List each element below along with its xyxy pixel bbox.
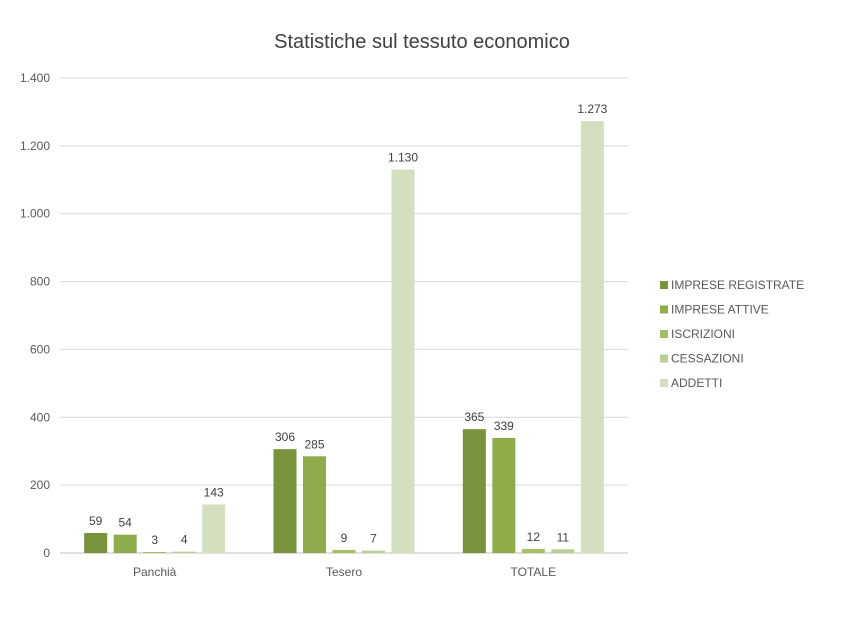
legend-swatch — [660, 330, 668, 338]
data-label: 143 — [204, 485, 224, 499]
legend-swatch — [660, 281, 668, 289]
bar — [551, 549, 575, 553]
category-label: TOTALE — [511, 565, 557, 579]
legend-label: IMPRESE REGISTRATE — [671, 278, 804, 292]
y-tick-label: 200 — [30, 478, 50, 492]
legend-swatch — [660, 354, 668, 363]
chart-title: Statistiche sul tessuto economico — [274, 31, 570, 53]
bar — [143, 551, 167, 553]
category-label: Tesero — [326, 565, 362, 579]
legend: IMPRESE REGISTRATE IMPRESE ATTIVE ISCRIZIO… — [660, 278, 804, 390]
y-tick-label: 600 — [30, 342, 50, 356]
data-label: 1.130 — [388, 151, 418, 165]
y-tick-label: 1.200 — [20, 139, 50, 153]
y-tick-label: 400 — [30, 410, 50, 424]
bar — [521, 548, 545, 553]
data-label: 339 — [494, 419, 514, 433]
data-label: 306 — [275, 430, 295, 444]
data-label: 365 — [464, 410, 484, 424]
y-axis-ticks: 0 200 400 600 800 1.000 1.200 1.400 — [20, 71, 50, 560]
legend-label: IMPRESE ATTIVE — [671, 303, 769, 317]
category-label: Panchià — [133, 565, 177, 579]
data-label: 3 — [151, 533, 158, 547]
bars — [84, 121, 604, 553]
legend-label: CESSAZIONI — [671, 352, 744, 366]
bar — [580, 121, 604, 553]
bar — [462, 429, 486, 553]
bar — [172, 551, 196, 553]
data-label: 12 — [527, 530, 541, 544]
y-tick-label: 800 — [30, 275, 50, 289]
bar — [492, 437, 516, 553]
data-labels: 59 54 3 4 143 306 285 9 7 1.130 365 339 12 11 1.273 — [89, 102, 608, 547]
legend-swatch — [660, 305, 668, 314]
y-tick-label: 0 — [43, 546, 50, 560]
bar — [113, 534, 137, 553]
y-tick-label: 1.400 — [20, 71, 50, 85]
data-label: 285 — [304, 437, 324, 451]
bar — [332, 549, 356, 553]
data-label: 9 — [341, 531, 348, 545]
x-axis-categories: Panchià Tesero TOTALE — [133, 565, 556, 579]
bar — [362, 550, 385, 553]
bar — [84, 532, 108, 553]
data-label: 1.273 — [577, 102, 607, 116]
legend-label: ADDETTI — [671, 376, 722, 390]
data-label: 59 — [89, 514, 103, 528]
bar — [273, 449, 297, 553]
data-label: 4 — [181, 533, 188, 547]
data-label: 54 — [118, 516, 132, 530]
y-tick-label: 1.000 — [20, 207, 50, 221]
legend-label: ISCRIZIONI — [671, 327, 735, 341]
data-label: 7 — [370, 532, 377, 546]
gridlines — [60, 77, 628, 554]
bar — [202, 504, 226, 553]
legend-swatch — [660, 379, 668, 387]
data-label: 11 — [557, 530, 570, 544]
bar — [303, 456, 326, 553]
bar — [391, 169, 415, 553]
